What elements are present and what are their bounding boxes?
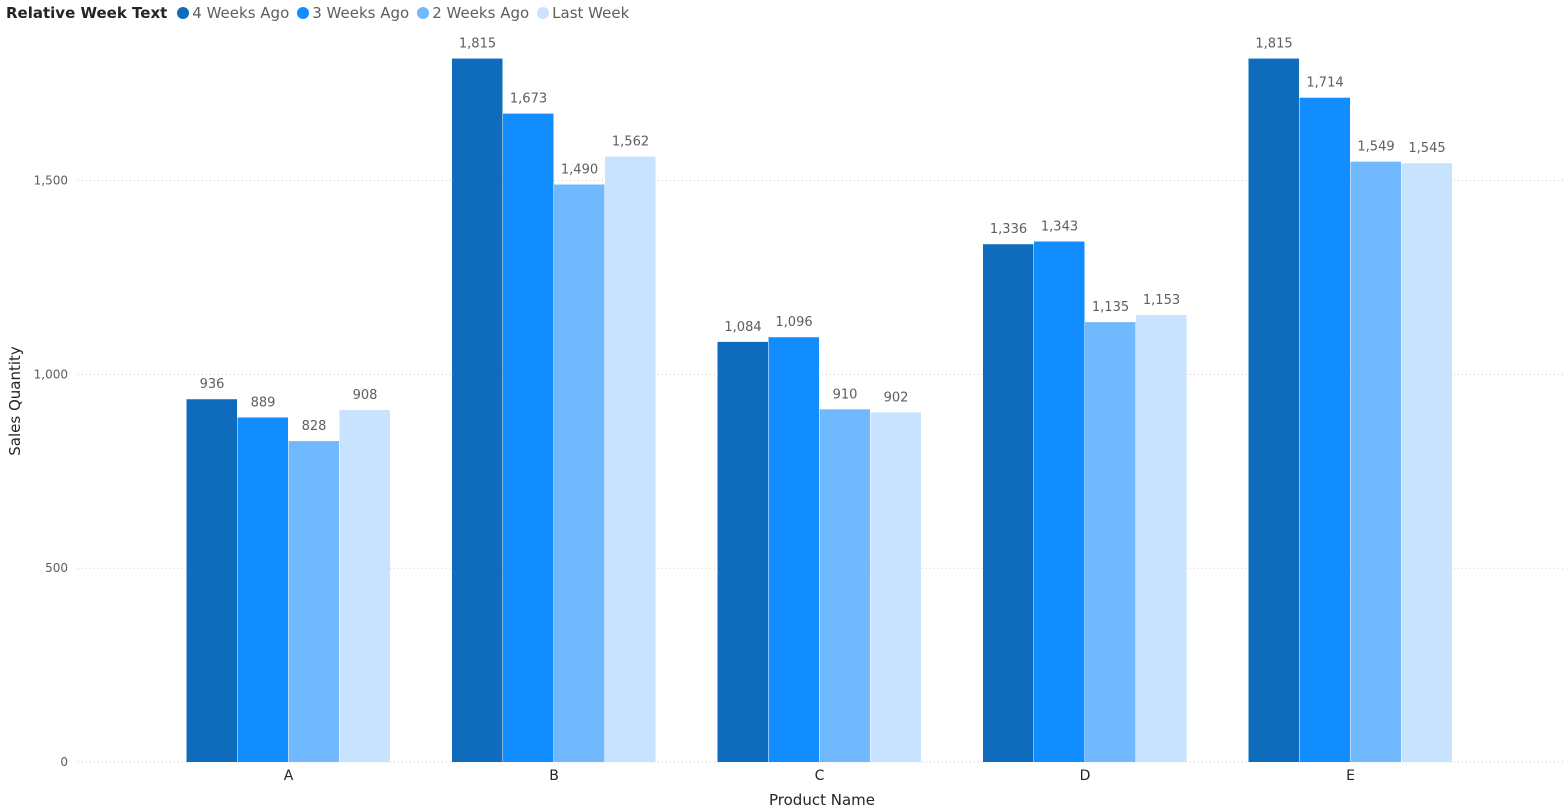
bar-e-3-weeks-ago[interactable]	[1299, 97, 1351, 763]
bar-c-4-weeks-ago[interactable]	[717, 341, 769, 762]
data-label: 1,084	[724, 320, 761, 335]
axes: 0 500 1,000 1,500 A B C D E Product Name Sales Qua…	[6, 174, 1355, 809]
legend-marker-icon	[417, 7, 430, 19]
data-label: 1,096	[775, 315, 812, 330]
data-label: 1,673	[510, 92, 547, 107]
bar-d-2-weeks-ago[interactable]	[1085, 322, 1136, 762]
data-label: 908	[353, 388, 378, 403]
legend-label: 4 Weeks Ago	[192, 4, 290, 22]
data-labels: 936 889 828 908 1,815 1,673 1,490 1,562 1,084 1,0…	[200, 37, 1446, 435]
data-label: 1,336	[990, 222, 1027, 237]
data-label: 828	[302, 419, 327, 434]
data-label: 1,135	[1092, 300, 1129, 315]
bar-b-2-weeks-ago[interactable]	[554, 184, 605, 763]
x-tick-label: E	[1346, 768, 1355, 784]
legend-marker-icon	[177, 7, 190, 19]
bar-c-3-weeks-ago[interactable]	[768, 337, 820, 762]
data-label: 1,815	[1255, 37, 1292, 52]
y-tick-label: 500	[45, 561, 68, 575]
bar-d-3-weeks-ago[interactable]	[1034, 241, 1085, 762]
legend-title: Relative Week Text	[6, 4, 168, 22]
y-tick-label: 0	[60, 755, 68, 769]
bar-e-last-week[interactable]	[1401, 163, 1453, 762]
bar-a-2-weeks-ago[interactable]	[288, 441, 340, 762]
bar-d-last-week[interactable]	[1136, 315, 1187, 762]
bar-e-2-weeks-ago[interactable]	[1350, 161, 1402, 762]
x-axis-title: Product Name	[769, 791, 875, 809]
bars	[186, 58, 1453, 763]
data-label: 1,490	[561, 163, 598, 178]
data-label: 1,153	[1143, 293, 1180, 308]
legend-item[interactable]: 2 Weeks Ago	[417, 4, 529, 22]
legend-label: 3 Weeks Ago	[312, 4, 410, 22]
legend-item[interactable]: 3 Weeks Ago	[297, 4, 409, 22]
bar-b-last-week[interactable]	[605, 156, 656, 763]
data-label: 902	[884, 390, 909, 405]
legend-marker-icon	[297, 7, 310, 19]
data-label: 1,545	[1408, 141, 1445, 156]
legend-items: 4 Weeks Ago 3 Weeks Ago 2 Weeks Ago Last We…	[177, 4, 637, 22]
data-label: 1,343	[1041, 219, 1078, 234]
bar-c-2-weeks-ago[interactable]	[819, 409, 871, 762]
y-tick-label: 1,500	[34, 174, 68, 188]
bar-b-4-weeks-ago[interactable]	[452, 58, 503, 762]
data-label: 1,562	[612, 135, 649, 150]
legend-item[interactable]: Last Week	[537, 4, 629, 22]
bar-e-4-weeks-ago[interactable]	[1248, 58, 1300, 762]
x-tick-label: A	[284, 768, 294, 784]
legend-label: Last Week	[552, 4, 630, 22]
data-label: 1,714	[1306, 76, 1343, 91]
x-tick-label: B	[549, 768, 559, 784]
bar-a-last-week[interactable]	[339, 410, 391, 762]
y-axis-title: Sales Quantity	[6, 346, 24, 456]
legend: Relative Week Text 4 Weeks Ago 3 Weeks Ag…	[6, 3, 637, 23]
data-label: 910	[833, 387, 858, 402]
legend-label: 2 Weeks Ago	[432, 4, 530, 22]
bar-a-3-weeks-ago[interactable]	[237, 417, 289, 762]
data-label: 1,549	[1357, 140, 1394, 155]
bar-c-last-week[interactable]	[870, 412, 922, 762]
legend-marker-icon	[537, 7, 550, 19]
bar-d-4-weeks-ago[interactable]	[983, 244, 1034, 763]
data-label: 889	[251, 395, 276, 410]
data-label: 1,815	[459, 37, 496, 52]
data-label: 936	[200, 377, 225, 392]
x-tick-label: D	[1080, 768, 1091, 784]
bar-b-3-weeks-ago[interactable]	[503, 113, 554, 762]
bar-a-4-weeks-ago[interactable]	[186, 399, 238, 762]
x-tick-label: C	[815, 768, 825, 784]
legend-item[interactable]: 4 Weeks Ago	[177, 4, 289, 22]
y-tick-label: 1,000	[34, 367, 68, 381]
